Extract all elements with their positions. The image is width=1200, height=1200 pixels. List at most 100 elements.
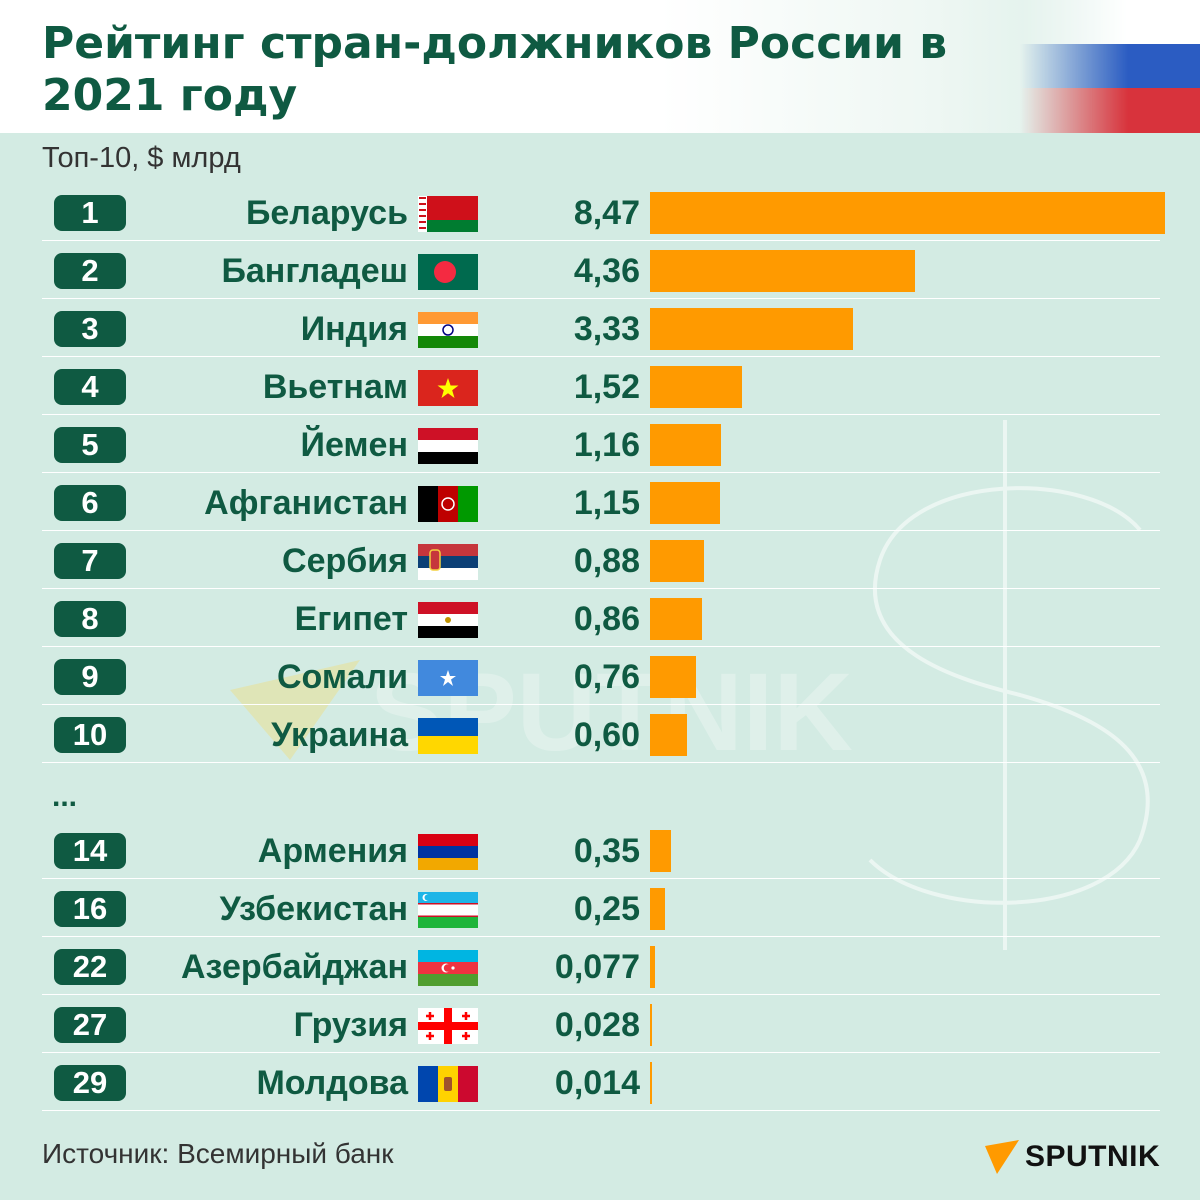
chart-row: 5 Йемен 1,16 [42,418,1160,473]
india-flag-icon [418,312,478,348]
moldova-flag-icon [418,1066,478,1102]
value-label: 0,35 [573,832,640,870]
uzbekistan-flag-icon [418,892,478,928]
value-label: 0,077 [554,948,640,986]
value-label: 1,16 [573,426,640,464]
chart-row: 16 Узбекистан 0,25 [42,882,1160,937]
rank-badge: 5 [54,427,126,463]
chart-row: 29 Молдова 0,014 [42,1056,1160,1111]
sputnik-logo-text: SPUTNIK [1025,1140,1161,1173]
belarus-flag-icon [418,196,478,232]
bar [650,482,720,524]
value-label: 0,88 [573,542,640,580]
rank-badge: 14 [54,833,126,869]
bar [650,192,1165,234]
chart-row: 6 Афганистан 1,15 [42,476,1160,531]
country-label: Молдова [256,1064,408,1102]
value-label: 0,76 [573,658,640,696]
country-label: Индия [300,310,408,348]
serbia-flag-icon [418,544,478,580]
country-label: Бангладеш [221,252,408,290]
country-label: Украина [271,716,408,754]
rank-badge: 29 [54,1065,126,1101]
chart-row: 8 Египет 0,86 [42,592,1160,647]
rank-badge: 6 [54,485,126,521]
value-label: 4,36 [573,252,640,290]
chart-row: 14 Армения 0,35 [42,824,1160,879]
bar [650,888,666,930]
value-label: 0,86 [573,600,640,638]
bangladesh-flag-icon [418,254,478,290]
bar [650,1004,652,1046]
value-label: 0,25 [573,890,640,928]
chart-subtitle: Топ-10, $ млрд [42,142,241,174]
chart-row: 9 Сомали 0,76 [42,650,1160,705]
rank-badge: 1 [54,195,126,231]
rank-badge: 3 [54,311,126,347]
dollar-watermark-icon [868,420,1150,950]
bar [650,656,697,698]
rank-badge: 7 [54,543,126,579]
bar [650,366,743,408]
rank-badge: 27 [54,1007,126,1043]
chart-row: 22 Азербайджан 0,077 [42,940,1160,995]
ukraine-flag-icon [418,718,478,754]
country-label: Египет [294,600,408,638]
rank-badge: 9 [54,659,126,695]
country-label: Азербайджан [180,948,408,986]
value-label: 0,60 [573,716,640,754]
country-label: Сербия [282,542,408,580]
armenia-flag-icon [418,834,478,870]
country-label: Армения [257,832,408,870]
chart-row: 2 Бангладеш 4,36 [42,244,1160,299]
value-label: 1,52 [573,368,640,406]
somalia-flag-icon [418,660,478,696]
source-note: Источник: Всемирный банк [42,1138,394,1169]
chart-row: 10 Украина 0,60 [42,708,1160,763]
value-label: 1,15 [573,484,640,522]
bar [650,540,704,582]
chart-row: 27 Грузия 0,028 [42,998,1160,1053]
bar [650,1062,652,1104]
chart-row: 1 Беларусь 8,47 [42,186,1165,241]
sputnik-logo-icon [985,1140,1019,1174]
georgia-flag-icon [418,1008,478,1044]
rank-badge: 10 [54,717,126,753]
page-title: Рейтинг стран-должников России в 2021 го… [42,18,948,121]
rank-badge: 4 [54,369,126,405]
country-label: Грузия [293,1006,408,1044]
country-label: Узбекистан [219,890,408,928]
country-label: Вьетнам [262,368,408,406]
rank-badge: 22 [54,949,126,985]
chart-row: 3 Индия 3,33 [42,302,1160,357]
yemen-flag-icon [418,428,478,464]
vietnam-flag-icon [418,370,478,406]
value-label: 8,47 [573,194,640,232]
country-label: Беларусь [245,194,408,232]
bar [650,830,672,872]
value-label: 0,028 [554,1006,640,1044]
bar [650,424,721,466]
omitted-rows-ellipsis: ... [52,780,78,813]
country-label: Афганистан [204,484,408,522]
egypt-flag-icon [418,602,478,638]
russia-flag-icon [1020,0,1200,133]
afghanistan-flag-icon [418,486,478,522]
bar [650,308,853,350]
azerbaijan-flag-icon [418,950,478,986]
country-label: Сомали [277,658,408,696]
rank-badge: 16 [54,891,126,927]
bar [650,250,916,292]
sputnik-logo: SPUTNIK [985,1140,1160,1174]
rank-badge: 2 [54,253,126,289]
chart-row: 7 Сербия 0,88 [42,534,1160,589]
value-label: 3,33 [573,310,640,348]
bar [650,598,703,640]
header-band [0,0,1200,133]
bar [650,946,655,988]
value-label: 0,014 [554,1064,640,1102]
chart-row: 4 Вьетнам 1,52 [42,360,1160,415]
bar [650,714,687,756]
country-label: Йемен [300,426,409,464]
rank-badge: 8 [54,601,126,637]
